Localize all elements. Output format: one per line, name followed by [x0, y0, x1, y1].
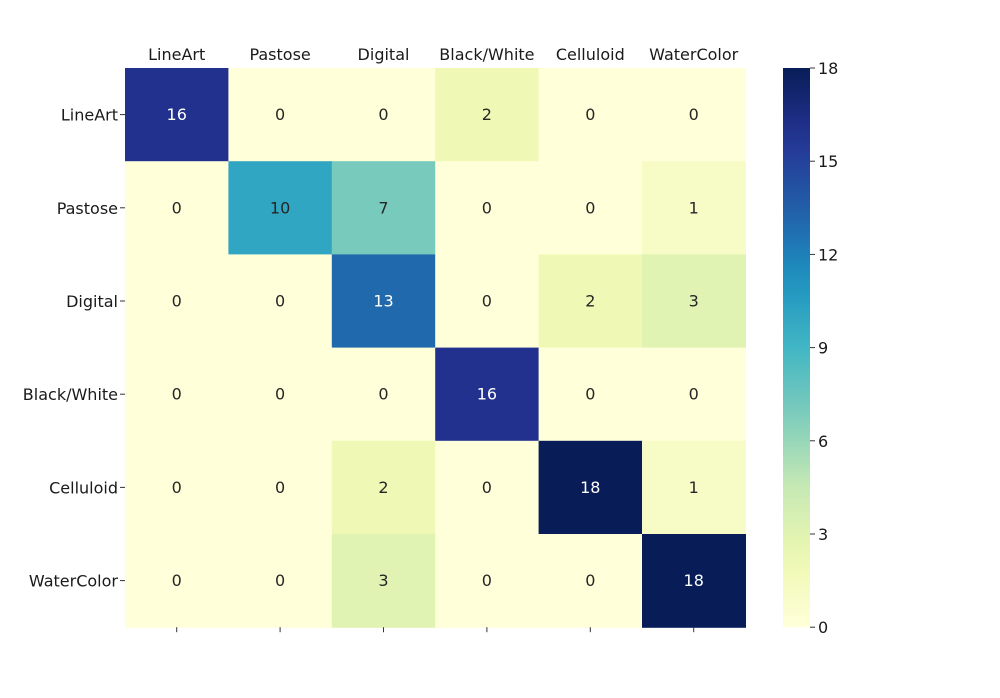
heatmap-cell: [642, 440, 746, 535]
heatmap-cell: [228, 440, 333, 535]
cell-value-label: 3: [378, 571, 388, 590]
heatmap-cell: [228, 161, 333, 255]
heatmap-cell: [538, 440, 643, 535]
heatmap-cell: [331, 254, 436, 349]
heatmap-cell: [642, 534, 746, 628]
cell-value-label: 7: [378, 198, 388, 217]
cell-value-label: 0: [585, 571, 595, 590]
y-tick-label: WaterColor: [29, 572, 118, 591]
heatmap-cell: [642, 254, 746, 349]
heatmap-cell: [642, 161, 746, 255]
cell-value-label: 0: [378, 385, 388, 404]
heatmap-cell: [642, 347, 746, 442]
cell-value-label: 0: [585, 105, 595, 124]
cell-value-label: 0: [172, 198, 182, 217]
heatmap-cell: [435, 347, 540, 442]
heatmap-cell: [538, 161, 643, 255]
x-tick-label: Pastose: [249, 45, 310, 64]
heatmap-cell: [435, 440, 540, 535]
cell-value-label: 0: [275, 571, 285, 590]
cell-value-label: 0: [585, 385, 595, 404]
colorbar-tick-label: 15: [818, 152, 838, 171]
heatmap-cell: [228, 347, 333, 442]
cell-value-label: 10: [270, 198, 290, 217]
heatmap-cell: [331, 68, 436, 162]
colorbar-tick-label: 18: [818, 59, 838, 78]
heatmap-cell: [435, 254, 540, 349]
x-tick-label: LineArt: [148, 45, 205, 64]
heatmap-cell: [331, 161, 436, 255]
heatmap-cell: [228, 68, 333, 162]
heatmap-cell: [435, 534, 540, 628]
heatmap-cell: [228, 534, 333, 628]
cell-value-label: 0: [689, 105, 699, 124]
heatmap-cell: [538, 254, 643, 349]
cell-value-label: 16: [477, 385, 497, 404]
colorbar-tick-label: 6: [818, 432, 828, 451]
cell-value-label: 0: [689, 385, 699, 404]
cell-value-label: 1: [689, 478, 699, 497]
heatmap-cells: [125, 68, 746, 628]
heatmap-cell: [331, 440, 436, 535]
y-tick-label: Celluloid: [49, 478, 118, 497]
heatmap-cell: [125, 161, 229, 255]
cell-value-label: 0: [172, 478, 182, 497]
colorbar-tick-label: 0: [818, 618, 828, 637]
x-tick-label: Digital: [358, 45, 410, 64]
cell-value-label: 0: [482, 198, 492, 217]
heatmap-cell: [228, 254, 333, 349]
colorbar: 0 3 6 9 12 15 18: [783, 59, 838, 637]
cell-value-label: 0: [585, 198, 595, 217]
cell-value-label: 0: [482, 478, 492, 497]
cell-value-label: 3: [689, 292, 699, 311]
cell-value-label: 1: [689, 198, 699, 217]
cell-value-label: 13: [373, 292, 393, 311]
y-tick-label: LineArt: [61, 106, 118, 125]
heatmap-cell: [125, 534, 229, 628]
heatmap-cell: [331, 347, 436, 442]
x-axis: LineArt Pastose Digital Black/White Celluloi…: [148, 45, 739, 633]
x-tick-label: Black/White: [439, 45, 534, 64]
heatmap-cell: [538, 534, 643, 628]
y-tick-label: Digital: [66, 292, 118, 311]
heatmap-cell: [125, 347, 229, 442]
cell-value-label: 0: [275, 292, 285, 311]
cell-value-label: 16: [167, 105, 187, 124]
cell-value-label: 0: [378, 105, 388, 124]
heatmap-cell: [435, 68, 540, 162]
heatmap-cell: [125, 68, 229, 162]
cell-value-label: 2: [585, 292, 595, 311]
x-tick-label: WaterColor: [649, 45, 738, 64]
colorbar-tick-label: 9: [818, 339, 828, 358]
y-tick-label: Black/White: [23, 385, 118, 404]
colorbar-tick-label: 3: [818, 525, 828, 544]
cell-value-label: 2: [482, 105, 492, 124]
cell-value-label: 0: [172, 385, 182, 404]
cell-value-label: 0: [172, 292, 182, 311]
cell-value-label: 0: [482, 571, 492, 590]
y-axis: LineArt Pastose Digital Black/White Celluloi…: [23, 106, 125, 591]
cell-value-label: 0: [275, 105, 285, 124]
heatmap-cell: [435, 161, 540, 255]
heatmap-cell: [642, 68, 746, 162]
colorbar-gradient: [783, 68, 810, 628]
colorbar-tick-label: 12: [818, 245, 838, 264]
heatmap-cell: [125, 254, 229, 349]
y-tick-label: Pastose: [57, 199, 118, 218]
cell-value-label: 0: [275, 478, 285, 497]
cell-annotations: 16 0 0 2 0 00 10 7 0 0 10 0 13 0 2 30 0 0 16 0 00 0 2 0 18 10 0 3 0 0…: [167, 105, 704, 590]
heatmap-cell: [538, 347, 643, 442]
cell-value-label: 0: [172, 571, 182, 590]
cell-value-label: 0: [275, 385, 285, 404]
cell-value-label: 2: [378, 478, 388, 497]
cell-value-label: 18: [684, 571, 704, 590]
x-tick-label: Celluloid: [556, 45, 625, 64]
heatmap-cell: [538, 68, 643, 162]
cell-value-label: 18: [580, 478, 600, 497]
heatmap-cell: [125, 440, 229, 535]
cell-value-label: 0: [482, 292, 492, 311]
heatmap-cell: [331, 534, 436, 628]
